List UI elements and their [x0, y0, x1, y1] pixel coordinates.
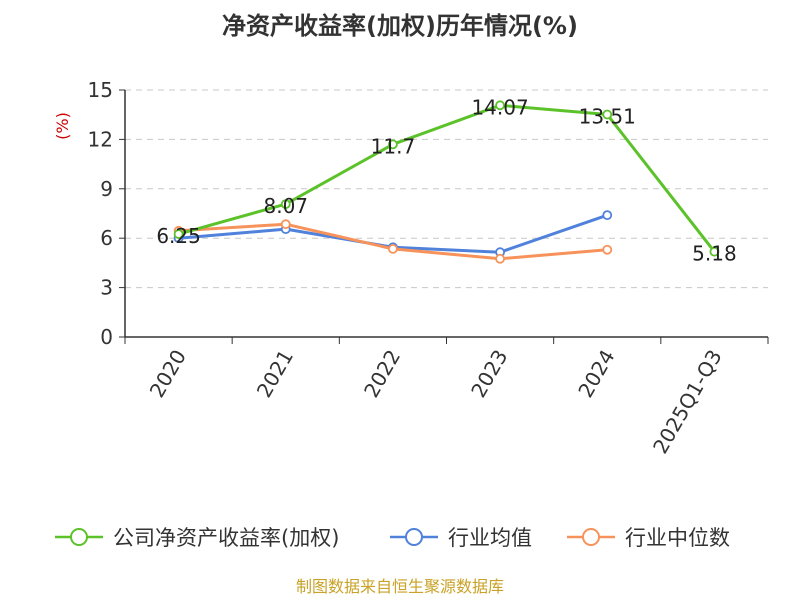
grid-lines — [125, 89, 768, 289]
data-label: 14.07 — [471, 95, 528, 119]
y-axis-label: (%) — [53, 112, 72, 140]
x-tick-label: 2025Q1-Q3 — [648, 346, 727, 458]
series-line-0 — [178, 103, 716, 253]
series-point-2 — [280, 219, 291, 230]
y-tick-label: 3 — [100, 276, 113, 300]
data-labels: 6.25 8.07 11.7 14.07 13.51 5.18 — [156, 95, 736, 265]
x-tick-label: 2020 — [145, 346, 191, 402]
legend-label: 行业中位数 — [625, 526, 730, 550]
y-tick-label: 15 — [88, 78, 113, 102]
series-point-0 — [280, 199, 291, 210]
data-label: 8.07 — [263, 194, 308, 218]
chart-title: 净资产收益率(加权)历年情况(%) — [222, 12, 578, 40]
data-label: 6.25 — [156, 224, 201, 248]
series-point-2 — [495, 253, 505, 264]
data-label: 13.51 — [579, 105, 636, 129]
legend-swatch-marker — [70, 528, 88, 546]
source-note: 制图数据来自恒生聚源数据库 — [296, 577, 504, 596]
series-point-0 — [173, 229, 184, 239]
series-point-2 — [602, 244, 613, 255]
y-tick-label: 0 — [100, 325, 113, 349]
series-point-0 — [388, 139, 398, 150]
series-layer — [173, 100, 720, 264]
x-tick-label: 2021 — [252, 346, 298, 402]
legend-item-0: 公司净资产收益率(加权) — [55, 526, 339, 550]
x-tick-label: 2023 — [466, 346, 512, 402]
y-tick-label: 12 — [88, 127, 113, 151]
data-label: 11.7 — [371, 134, 416, 158]
y-tick-label: 6 — [100, 226, 113, 250]
legend-item-2: 行业中位数 — [567, 526, 730, 550]
legend-swatch-marker — [582, 528, 600, 546]
legend-swatch-marker — [405, 528, 423, 546]
series-point-1 — [602, 210, 613, 221]
y-tick-label: 9 — [100, 177, 113, 201]
x-tick-label: 2024 — [573, 346, 619, 402]
legend: 公司净资产收益率(加权) 行业均值 行业中位数 — [55, 526, 730, 550]
series-point-0 — [709, 246, 720, 257]
axes: 0 3 6 9 12 15 2020 2021 2022 2023 2024 2025Q1-Q3 — [88, 78, 769, 458]
legend-item-1: 行业均值 — [390, 526, 532, 550]
series-point-0 — [495, 100, 505, 111]
series-point-2 — [388, 244, 398, 254]
series-point-0 — [602, 109, 613, 120]
x-tick-label: 2022 — [359, 346, 405, 402]
data-label: 5.18 — [692, 242, 737, 266]
legend-label: 行业均值 — [448, 526, 532, 550]
legend-label: 公司净资产收益率(加权) — [113, 526, 339, 550]
